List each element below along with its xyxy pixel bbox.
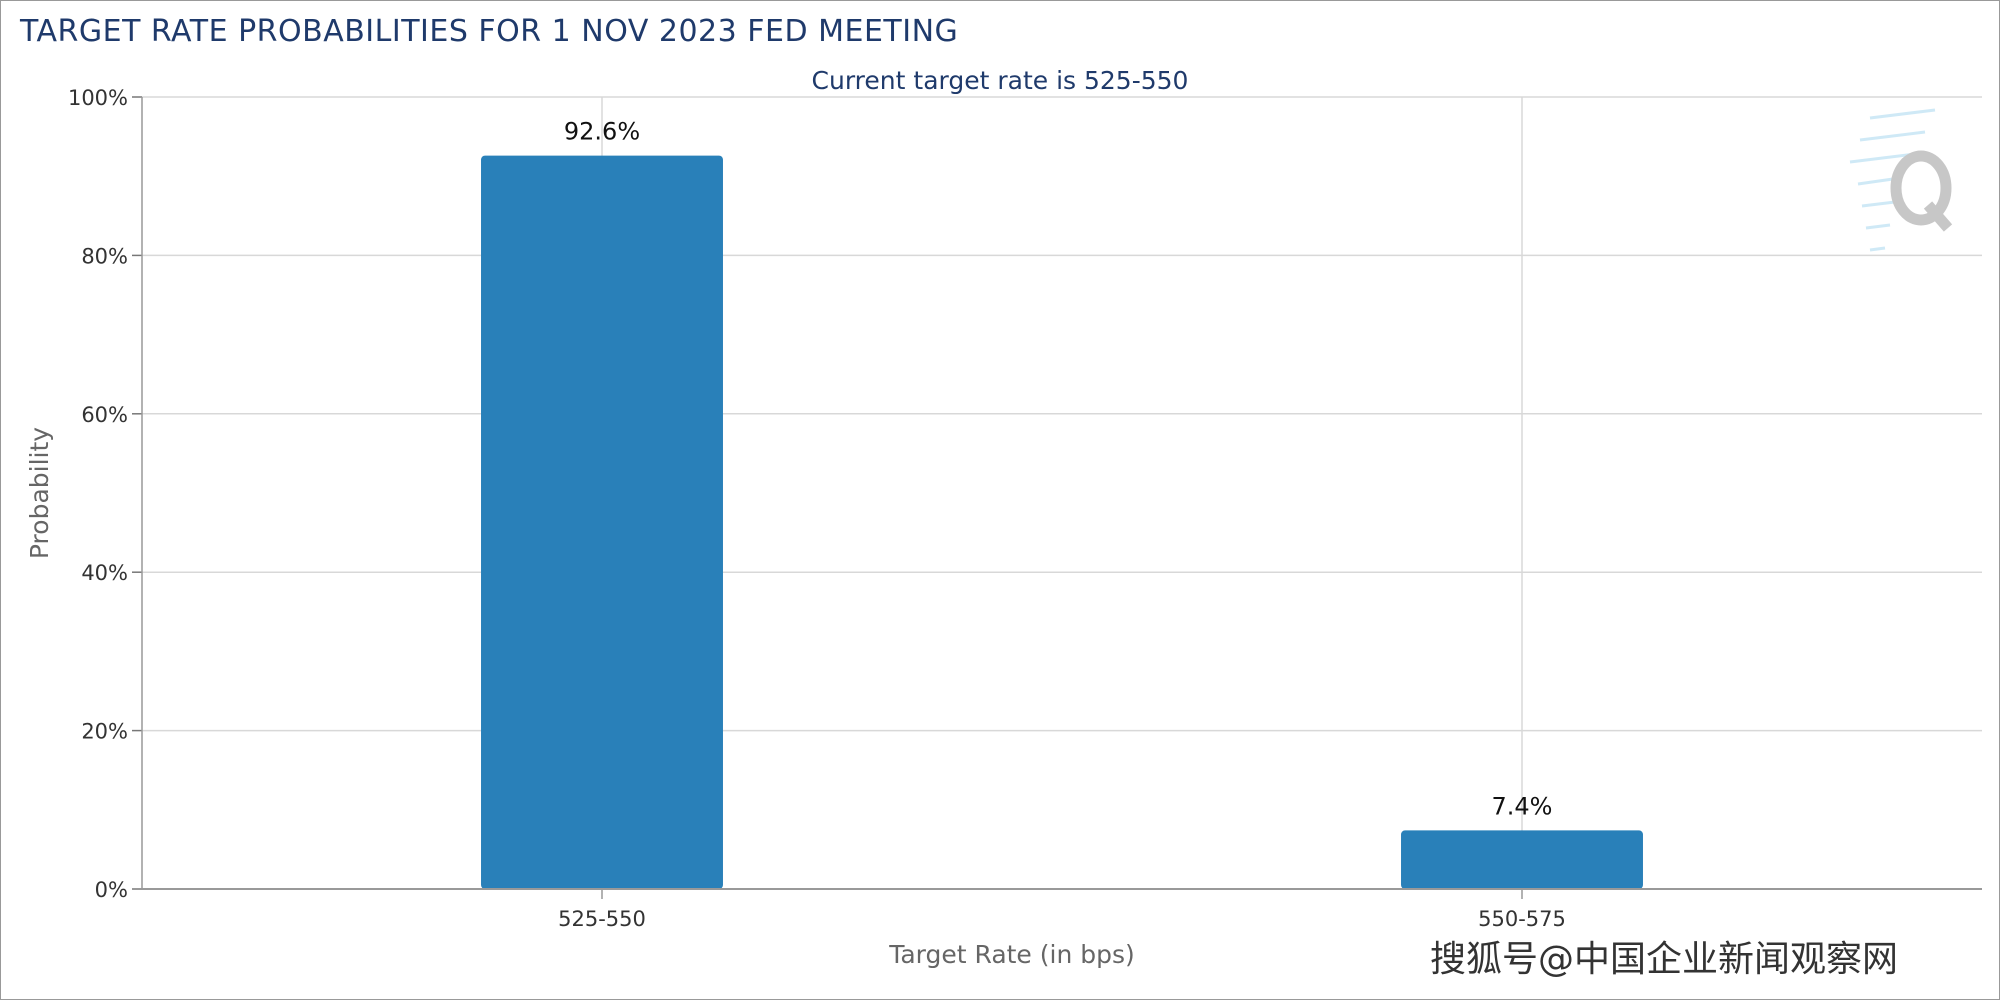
y-tick-label: 40% <box>81 561 128 585</box>
y-tick-label: 80% <box>81 244 128 268</box>
y-tick-label: 0% <box>95 878 128 902</box>
y-tick-label: 100% <box>68 86 128 110</box>
data-label: 92.6% <box>564 118 640 146</box>
watermark-text: 搜狐号@中国企业新闻观察网 <box>1430 939 1899 980</box>
x-tick-label: 550-575 <box>1478 907 1566 931</box>
y-axis-title: Probability <box>25 427 54 559</box>
grid-lines <box>142 96 1982 889</box>
data-labels: 92.6% 7.4% <box>564 118 1553 821</box>
y-tick-label: 60% <box>81 403 128 427</box>
chart-title: TARGET RATE PROBABILITIES FOR 1 NOV 2023… <box>20 14 959 49</box>
chart-subtitle: Current target rate is 525-550 <box>811 66 1189 95</box>
x-axis-title: Target Rate (in bps) <box>888 940 1135 969</box>
axes: 0% 20% 40% 60% 80% 100% 525-550 550-575 Target R… <box>25 86 1982 969</box>
q-logo-icon <box>1849 108 1953 252</box>
x-tick-label: 525-550 <box>558 907 646 931</box>
y-tick-label: 20% <box>81 720 128 744</box>
bar-525-550 <box>481 155 723 889</box>
data-label: 7.4% <box>1492 792 1553 820</box>
bars <box>481 155 1643 889</box>
bar-550-575 <box>1401 830 1643 889</box>
